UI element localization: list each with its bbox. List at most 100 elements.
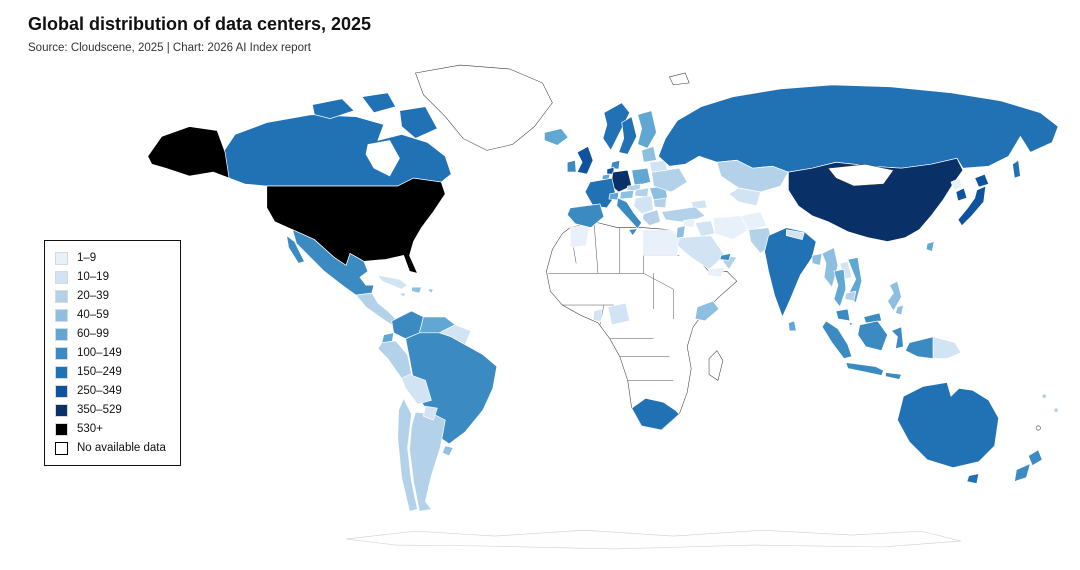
legend-label: 100–149 bbox=[77, 347, 122, 359]
region-uruguay bbox=[441, 445, 454, 457]
region-sulawesi bbox=[890, 326, 904, 350]
legend-label: 10–19 bbox=[77, 271, 109, 283]
region-puerto-rico bbox=[426, 288, 434, 294]
world-map-svg bbox=[147, 64, 1059, 550]
region-south-korea bbox=[955, 187, 968, 202]
region-south-africa bbox=[631, 397, 680, 431]
region-north-korea bbox=[950, 177, 963, 191]
region-russia bbox=[658, 84, 1059, 173]
region-svalbard bbox=[668, 72, 690, 86]
region-norway bbox=[602, 102, 631, 152]
region-canada-baffin bbox=[399, 106, 438, 139]
region-mexico bbox=[291, 229, 375, 296]
region-bolivia bbox=[401, 374, 432, 405]
region-yemen bbox=[706, 266, 726, 278]
legend-item: 20–39 bbox=[55, 288, 166, 304]
map-legend: 1–9 10–19 20–39 40–59 60–99 100–149 150–… bbox=[44, 240, 181, 466]
region-paraguay bbox=[423, 405, 438, 421]
legend-item: 150–249 bbox=[55, 364, 166, 380]
region-lesser-sunda bbox=[885, 372, 902, 380]
legend-swatch bbox=[55, 327, 68, 341]
region-antarctica bbox=[346, 529, 961, 550]
legend-label: 250–349 bbox=[77, 385, 122, 397]
legend-swatch bbox=[55, 365, 68, 379]
legend-label: 40–59 bbox=[77, 309, 109, 321]
region-central-asia bbox=[728, 187, 762, 207]
region-sicily bbox=[628, 228, 639, 237]
legend-swatch bbox=[55, 346, 68, 360]
region-poland bbox=[631, 167, 651, 187]
legend-swatch bbox=[55, 441, 68, 455]
region-mongolia bbox=[827, 163, 894, 187]
region-ukraine bbox=[651, 167, 688, 193]
region-china bbox=[788, 157, 964, 242]
region-tasmania bbox=[966, 473, 980, 484]
region-sakhalin bbox=[1012, 159, 1021, 179]
region-vietnam bbox=[847, 257, 863, 304]
region-ireland bbox=[566, 159, 577, 173]
region-cuba bbox=[377, 274, 409, 290]
legend-item: 250–349 bbox=[55, 383, 166, 399]
legend-item: 1–9 bbox=[55, 250, 166, 266]
legend-item-no-data: No available data bbox=[55, 440, 166, 456]
region-malaysia bbox=[835, 308, 851, 322]
legend-swatch bbox=[55, 289, 68, 303]
region-japan bbox=[957, 185, 987, 227]
region-uk bbox=[576, 145, 594, 175]
legend-item: 100–149 bbox=[55, 345, 166, 361]
legend-item: 60–99 bbox=[55, 326, 166, 342]
region-denmark bbox=[610, 159, 621, 170]
region-pacific-island-2 bbox=[1053, 407, 1059, 413]
region-west-papua bbox=[904, 336, 934, 359]
region-iceland bbox=[544, 128, 569, 146]
legend-item: 350–529 bbox=[55, 402, 166, 418]
region-myanmar bbox=[821, 247, 839, 288]
region-turkey bbox=[660, 206, 706, 224]
region-canada-island-1 bbox=[311, 98, 355, 119]
region-afghanistan bbox=[740, 211, 768, 233]
legend-label: 530+ bbox=[77, 423, 103, 435]
region-bulgaria bbox=[653, 197, 667, 209]
legend-item: 10–19 bbox=[55, 269, 166, 285]
region-argentina bbox=[409, 411, 446, 512]
region-iran bbox=[712, 215, 750, 240]
region-singapore bbox=[848, 322, 854, 327]
legend-label: 350–529 bbox=[77, 404, 122, 416]
region-spain bbox=[566, 203, 605, 229]
region-kazakhstan bbox=[716, 159, 789, 193]
chart-source: Source: Cloudscene, 2025 | Chart: 2026 A… bbox=[28, 42, 311, 54]
region-syria bbox=[682, 218, 696, 229]
region-sweden bbox=[618, 116, 638, 155]
legend-label: 150–249 bbox=[77, 366, 122, 378]
legend-swatch bbox=[55, 403, 68, 417]
region-balkans bbox=[633, 195, 654, 215]
region-java bbox=[845, 362, 885, 376]
region-france bbox=[584, 177, 617, 209]
region-philippines bbox=[887, 280, 902, 312]
region-baja bbox=[286, 234, 305, 264]
legend-swatch bbox=[55, 308, 68, 322]
legend-swatch bbox=[55, 422, 68, 436]
region-ghana bbox=[592, 308, 603, 323]
region-nz-north bbox=[1027, 449, 1043, 467]
legend-swatch bbox=[55, 384, 68, 398]
region-italy bbox=[616, 197, 643, 230]
region-iraq bbox=[694, 220, 716, 238]
region-taiwan bbox=[925, 241, 935, 252]
region-thailand bbox=[833, 268, 847, 308]
legend-label: 20–39 bbox=[77, 290, 109, 302]
region-pacific-island-3 bbox=[1035, 425, 1041, 431]
world-map bbox=[118, 56, 1070, 562]
legend-swatch bbox=[55, 251, 68, 265]
page-title: Global distribution of data centers, 202… bbox=[28, 14, 372, 34]
legend-item: 40–59 bbox=[55, 307, 166, 323]
region-madagascar bbox=[708, 350, 724, 381]
region-nz-south bbox=[1014, 463, 1031, 483]
region-chile bbox=[397, 397, 418, 512]
region-central-america bbox=[355, 292, 397, 326]
region-cambodia bbox=[844, 290, 857, 302]
region-belarus bbox=[649, 159, 668, 173]
legend-item: 530+ bbox=[55, 421, 166, 437]
region-uae bbox=[719, 253, 732, 261]
